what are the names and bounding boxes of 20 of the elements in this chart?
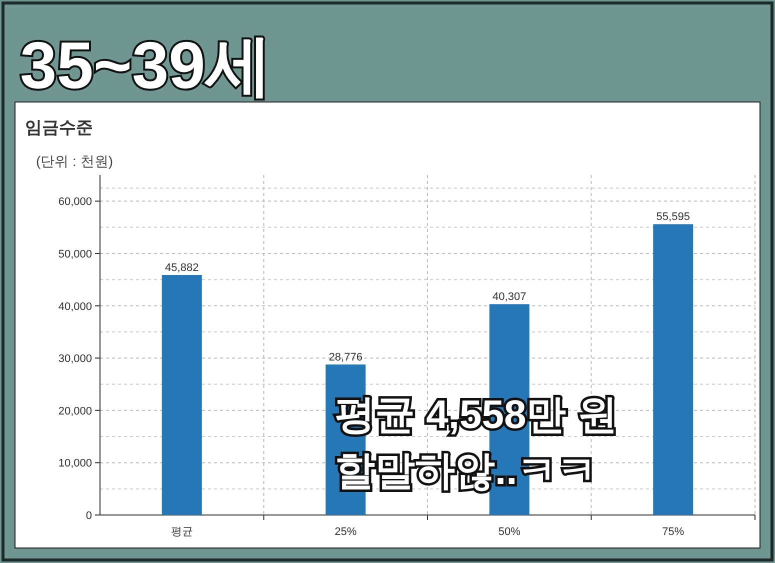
y-tick-label: 50,000 [58,248,92,260]
y-axis-title: (단위 : 천원) [36,153,113,169]
y-tick-label: 0 [86,510,92,522]
y-tick-label: 60,000 [58,196,92,208]
y-tick-label: 30,000 [58,353,92,366]
y-tick-label: 20,000 [58,405,92,418]
x-tick-label: 50% [498,526,521,538]
data-label: 40,307 [492,291,526,304]
data-label: 28,776 [328,351,362,364]
x-tick-label: 75% [662,526,684,538]
data-label: 55,595 [656,211,690,224]
bar [653,224,694,515]
x-tick-label: 평균 [170,526,193,538]
chart-subtitle: 임금수준 [25,118,93,137]
data-label: 45,882 [165,262,199,274]
bar [162,275,202,515]
y-tick-label: 10,000 [58,458,92,470]
x-tick-label: 25% [334,526,357,538]
chart-title: 35~39세 [20,28,272,102]
y-tick-label: 40,000 [58,300,92,313]
